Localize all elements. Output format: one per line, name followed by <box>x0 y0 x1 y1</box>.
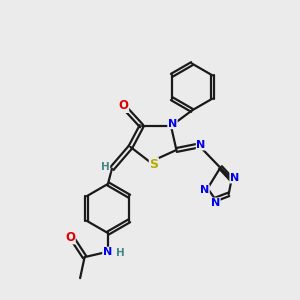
Text: S: S <box>149 158 158 171</box>
Text: N: N <box>196 140 206 150</box>
Text: N: N <box>200 185 209 195</box>
Text: N: N <box>230 173 239 183</box>
Text: N: N <box>103 247 112 257</box>
Text: H: H <box>116 248 125 258</box>
Text: O: O <box>65 231 75 244</box>
Text: O: O <box>118 99 129 112</box>
Text: N: N <box>168 118 177 129</box>
Text: N: N <box>211 198 220 208</box>
Text: H: H <box>101 162 110 172</box>
